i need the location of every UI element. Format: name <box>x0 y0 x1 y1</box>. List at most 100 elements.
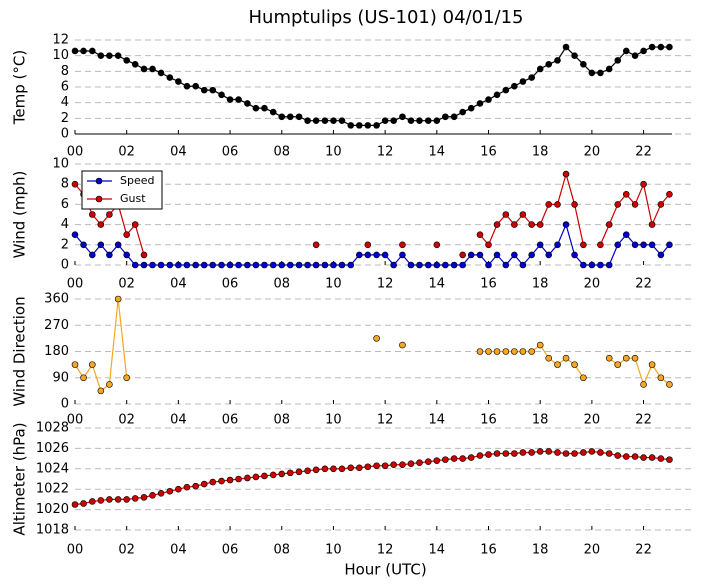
data-point <box>528 348 535 355</box>
data-point <box>97 387 105 395</box>
data-point <box>622 47 630 55</box>
data-point <box>269 108 277 116</box>
data-point <box>433 261 441 269</box>
data-point <box>192 82 199 90</box>
data-point <box>571 450 578 457</box>
data-point <box>71 361 79 368</box>
data-point <box>286 469 294 477</box>
data-point <box>209 261 217 269</box>
y-tick-label: 90 <box>52 370 69 385</box>
data-point <box>80 374 87 382</box>
data-point <box>493 450 501 457</box>
data-point <box>286 261 294 269</box>
x-tick-label: 18 <box>532 145 549 160</box>
y-tick-label: 0 <box>61 397 69 412</box>
data-point <box>511 450 518 457</box>
data-point <box>459 251 466 259</box>
data-point <box>235 96 242 103</box>
data-point <box>554 241 561 249</box>
data-point <box>631 201 639 208</box>
data-point <box>622 354 630 362</box>
y-tick-label: 270 <box>44 318 69 333</box>
data-point <box>80 47 87 55</box>
data-point <box>657 374 665 382</box>
data-point <box>140 251 148 259</box>
data-point <box>149 261 156 269</box>
data-point <box>424 261 432 269</box>
data-point <box>226 476 234 484</box>
y-tick-label: 6 <box>61 80 69 95</box>
y-axis-label: Temp (°C) <box>11 50 29 125</box>
x-tick-label: 04 <box>170 543 187 558</box>
data-point <box>648 221 656 228</box>
data-point <box>450 113 458 121</box>
data-point <box>218 477 225 485</box>
data-point <box>183 483 191 491</box>
data-point <box>338 465 346 473</box>
data-point <box>554 361 561 368</box>
series-line <box>75 46 670 126</box>
data-point <box>399 251 406 259</box>
x-tick-label: 08 <box>273 413 290 428</box>
data-point <box>588 261 596 269</box>
data-point <box>304 261 311 269</box>
data-point <box>511 221 518 228</box>
data-point <box>157 69 165 77</box>
x-tick-label: 08 <box>273 145 290 160</box>
data-point <box>312 117 320 124</box>
data-point <box>123 57 130 64</box>
data-point <box>71 501 79 508</box>
data-point <box>347 464 355 472</box>
data-point <box>364 122 372 129</box>
x-tick-label: 10 <box>325 145 342 160</box>
legend-box <box>81 170 163 210</box>
data-point <box>519 449 527 456</box>
data-point <box>622 231 630 238</box>
x-tick-label: 00 <box>67 145 84 160</box>
data-point <box>407 117 415 124</box>
data-point <box>89 251 96 259</box>
y-tick-label: 12 <box>52 33 69 48</box>
x-tick-label: 20 <box>584 145 601 160</box>
data-point <box>97 497 105 504</box>
data-point <box>580 60 587 68</box>
data-point <box>562 43 570 51</box>
data-point <box>571 201 578 208</box>
data-point <box>114 241 122 249</box>
data-point <box>493 251 501 259</box>
y-tick-label: 360 <box>44 292 69 307</box>
y-tick-label: 6 <box>61 197 69 212</box>
data-point <box>381 462 389 470</box>
series-line <box>74 222 670 266</box>
data-point <box>364 463 372 471</box>
data-point <box>571 251 578 259</box>
data-point <box>330 465 337 473</box>
data-point <box>648 361 656 368</box>
data-point <box>106 52 113 59</box>
data-point <box>399 341 406 349</box>
x-tick-label: 22 <box>635 543 652 558</box>
data-point <box>364 241 372 249</box>
data-point <box>450 455 458 462</box>
x-tick-label: 02 <box>118 145 135 160</box>
x-tick-label: 16 <box>480 413 497 428</box>
data-point <box>450 261 458 269</box>
data-point <box>390 261 397 269</box>
data-point <box>640 47 647 55</box>
x-tick-label: 00 <box>67 413 84 428</box>
y-axis-label: Altimeter (hPa) <box>11 422 29 535</box>
data-point <box>114 496 122 503</box>
data-point <box>338 261 346 269</box>
data-point <box>485 451 492 458</box>
data-point <box>657 455 665 462</box>
data-point <box>312 241 320 249</box>
data-point <box>666 381 673 388</box>
data-point <box>295 261 303 269</box>
x-tick-label: 02 <box>118 413 135 428</box>
x-tick-label: 12 <box>377 543 394 558</box>
data-point <box>269 471 277 479</box>
data-point <box>347 261 355 269</box>
data-point <box>407 261 415 269</box>
data-point <box>502 261 510 269</box>
